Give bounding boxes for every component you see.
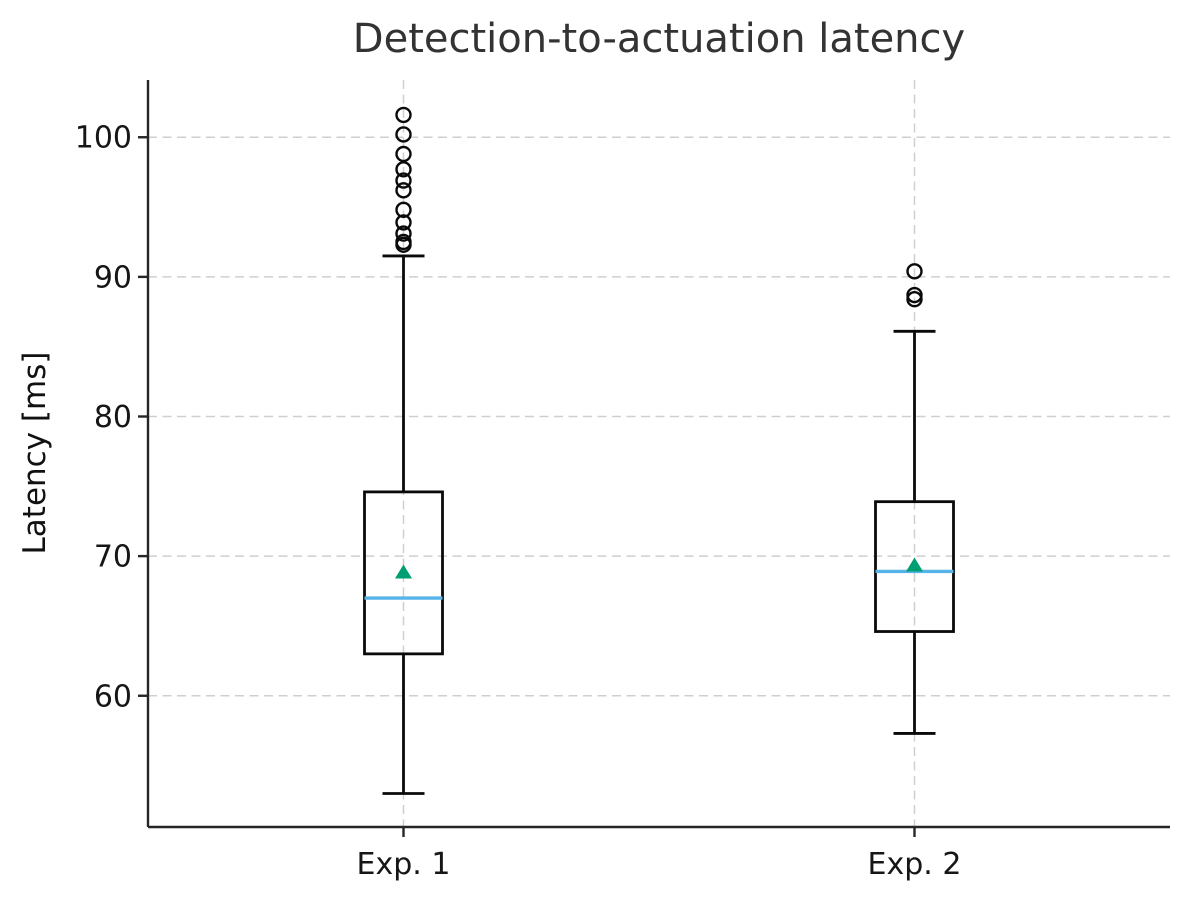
chart-title: Detection-to-actuation latency xyxy=(352,16,966,62)
x-tick-label: Exp. 1 xyxy=(357,847,451,882)
mean-marker xyxy=(906,557,923,572)
iqr-box xyxy=(874,500,955,633)
iqr-box xyxy=(363,490,444,656)
y-tick-label: 70 xyxy=(94,540,132,575)
mean-marker xyxy=(395,564,412,579)
outlier-point xyxy=(906,263,923,280)
outlier-point xyxy=(395,106,412,124)
outlier-point xyxy=(395,161,412,178)
outlier-point xyxy=(395,214,412,231)
y-axis-label: Latency [ms] xyxy=(17,352,53,555)
outlier-point xyxy=(395,172,412,189)
y-tick-label: 80 xyxy=(94,400,132,435)
y-tick-label: 60 xyxy=(94,679,132,714)
outlier-point xyxy=(395,233,412,251)
outlier-point xyxy=(395,225,412,242)
outlier-point xyxy=(906,286,923,304)
outlier-point xyxy=(395,126,412,143)
outlier-point xyxy=(395,182,412,199)
box-group xyxy=(363,106,444,795)
outlier-point xyxy=(395,201,412,219)
x-tick-label: Exp. 2 xyxy=(868,847,962,882)
chart-layer: 60 70 80 90 100 Exp. 1 Exp. 2 xyxy=(75,80,1170,882)
box-group xyxy=(874,263,955,735)
y-tick-label: 90 xyxy=(94,260,132,295)
y-tick-label: 100 xyxy=(75,121,132,156)
outlier-point xyxy=(395,145,412,163)
